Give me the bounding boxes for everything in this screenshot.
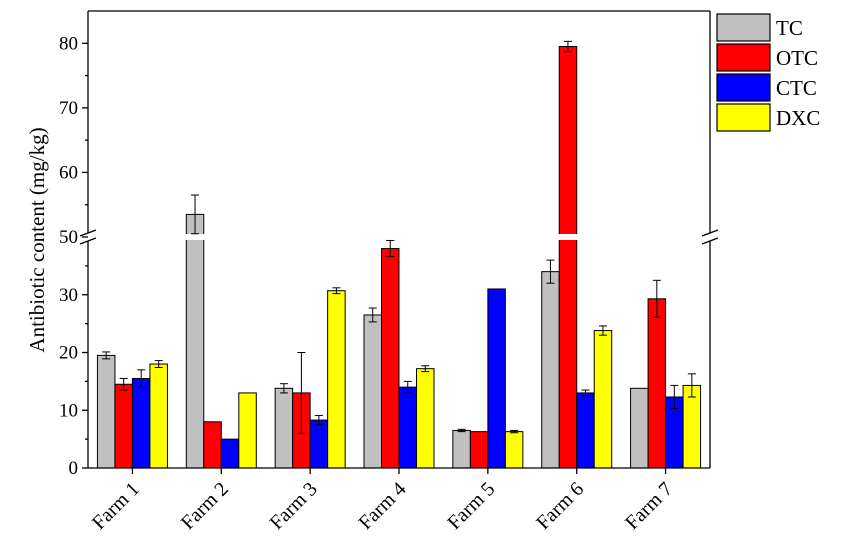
error-bar-otc-farm-3 bbox=[297, 352, 306, 434]
bar-otc-farm-2 bbox=[203, 421, 222, 469]
bar-otc-farm-4 bbox=[381, 248, 400, 469]
bar-ctc-farm-2 bbox=[220, 438, 240, 469]
bar-tc-farm-2 bbox=[185, 213, 205, 469]
bar-dxc-farm-1 bbox=[149, 363, 168, 469]
legend-label-dxc: DXC bbox=[776, 106, 820, 130]
y-tick-label-70: 70 bbox=[59, 98, 78, 119]
error-bar-otc-farm-1 bbox=[119, 377, 128, 391]
legend-swatch-otc bbox=[716, 43, 771, 72]
bar-tc-farm-3 bbox=[274, 387, 294, 469]
error-bar-tc-farm-1 bbox=[102, 351, 111, 360]
error-bar-ctc-farm-6 bbox=[581, 389, 590, 397]
error-bar-tc-farm-4 bbox=[368, 307, 377, 323]
axes-group bbox=[79, 10, 719, 474]
bar-break-gap bbox=[185, 234, 205, 240]
y-tick-label-60: 60 bbox=[59, 162, 78, 183]
error-bar-tc-farm-2 bbox=[191, 194, 200, 235]
error-bar-tc-farm-6 bbox=[546, 259, 555, 284]
bar-dxc-farm-7 bbox=[682, 384, 702, 469]
axis-break-mark bbox=[79, 237, 97, 245]
x-tick-label-farm-4: Farm 4 bbox=[355, 478, 411, 534]
error-bar-ctc-farm-3 bbox=[314, 414, 323, 426]
bar-ctc-farm-1 bbox=[131, 377, 151, 469]
error-bar-dxc-farm-6 bbox=[598, 325, 607, 336]
error-bar-tc-farm-3 bbox=[279, 383, 288, 394]
bar-ctc-farm-6 bbox=[576, 392, 595, 469]
legend-swatch-tc bbox=[716, 13, 771, 42]
legend-label-otc: OTC bbox=[776, 46, 818, 70]
bar-otc-farm-7 bbox=[647, 298, 667, 469]
x-tick-label-farm-5: Farm 5 bbox=[443, 478, 499, 534]
error-bar-dxc-farm-7 bbox=[687, 373, 696, 398]
bar-ctc-farm-5 bbox=[487, 288, 506, 469]
bar-tc-farm-1 bbox=[96, 354, 116, 469]
bar-ctc-farm-3 bbox=[309, 419, 329, 469]
bar-tc-farm-5 bbox=[452, 429, 471, 469]
bar-dxc-farm-5 bbox=[504, 431, 524, 469]
error-bar-otc-farm-6 bbox=[563, 40, 572, 53]
axis-break-mark bbox=[701, 237, 719, 245]
bar-tc-farm-7 bbox=[630, 387, 649, 469]
y-tick-label-10: 10 bbox=[59, 400, 78, 421]
x-tick-label-farm-3: Farm 3 bbox=[266, 478, 322, 534]
error-bar-dxc-farm-4 bbox=[421, 365, 430, 373]
error-bar-otc-farm-4 bbox=[386, 239, 395, 258]
error-bar-dxc-farm-3 bbox=[332, 287, 341, 295]
legend: TC OTC CTC DXC bbox=[716, 13, 820, 132]
y-axis-title: Antibiotic content (mg/kg) bbox=[25, 127, 49, 352]
bar-tc-farm-4 bbox=[363, 314, 382, 469]
error-bar-dxc-farm-5 bbox=[510, 429, 519, 434]
error-bar-tc-farm-5 bbox=[457, 428, 466, 433]
y-tick-label-0: 0 bbox=[69, 458, 79, 479]
error-bar-dxc-farm-1 bbox=[154, 360, 163, 369]
y-tick-label-30: 30 bbox=[59, 285, 78, 306]
x-tick-label-farm-6: Farm 6 bbox=[532, 478, 588, 534]
error-bar-otc-farm-7 bbox=[652, 279, 661, 318]
legend-swatch-dxc bbox=[716, 103, 771, 132]
bar-ctc-farm-4 bbox=[398, 386, 417, 469]
legend-label-tc: TC bbox=[776, 16, 803, 40]
bar-dxc-farm-3 bbox=[327, 290, 346, 469]
bar-otc-farm-1 bbox=[114, 383, 133, 469]
legend-label-ctc: CTC bbox=[776, 76, 817, 100]
bar-break-gap bbox=[558, 234, 578, 240]
y-tick-label-20: 20 bbox=[59, 343, 78, 364]
axis-break-mark bbox=[701, 229, 719, 237]
x-tick-label-farm-7: Farm 7 bbox=[621, 478, 677, 534]
bars-group bbox=[96, 40, 702, 469]
bar-tc-farm-6 bbox=[541, 271, 560, 469]
bar-dxc-farm-6 bbox=[593, 330, 613, 469]
error-bar-ctc-farm-1 bbox=[137, 369, 146, 388]
bar-otc-farm-6 bbox=[558, 46, 578, 469]
axis-break-mark bbox=[79, 229, 97, 237]
error-bar-ctc-farm-4 bbox=[403, 380, 412, 394]
x-tick-label-farm-2: Farm 2 bbox=[177, 478, 233, 534]
error-bar-ctc-farm-7 bbox=[670, 384, 679, 410]
y-tick-label-80: 80 bbox=[59, 33, 78, 54]
bar-otc-farm-5 bbox=[469, 431, 489, 469]
bar-dxc-farm-2 bbox=[238, 392, 257, 469]
y-tick-label-50: 50 bbox=[59, 227, 78, 248]
x-tick-label-farm-1: Farm 1 bbox=[88, 478, 144, 534]
legend-swatch-ctc bbox=[716, 73, 771, 102]
bar-dxc-farm-4 bbox=[416, 368, 435, 469]
